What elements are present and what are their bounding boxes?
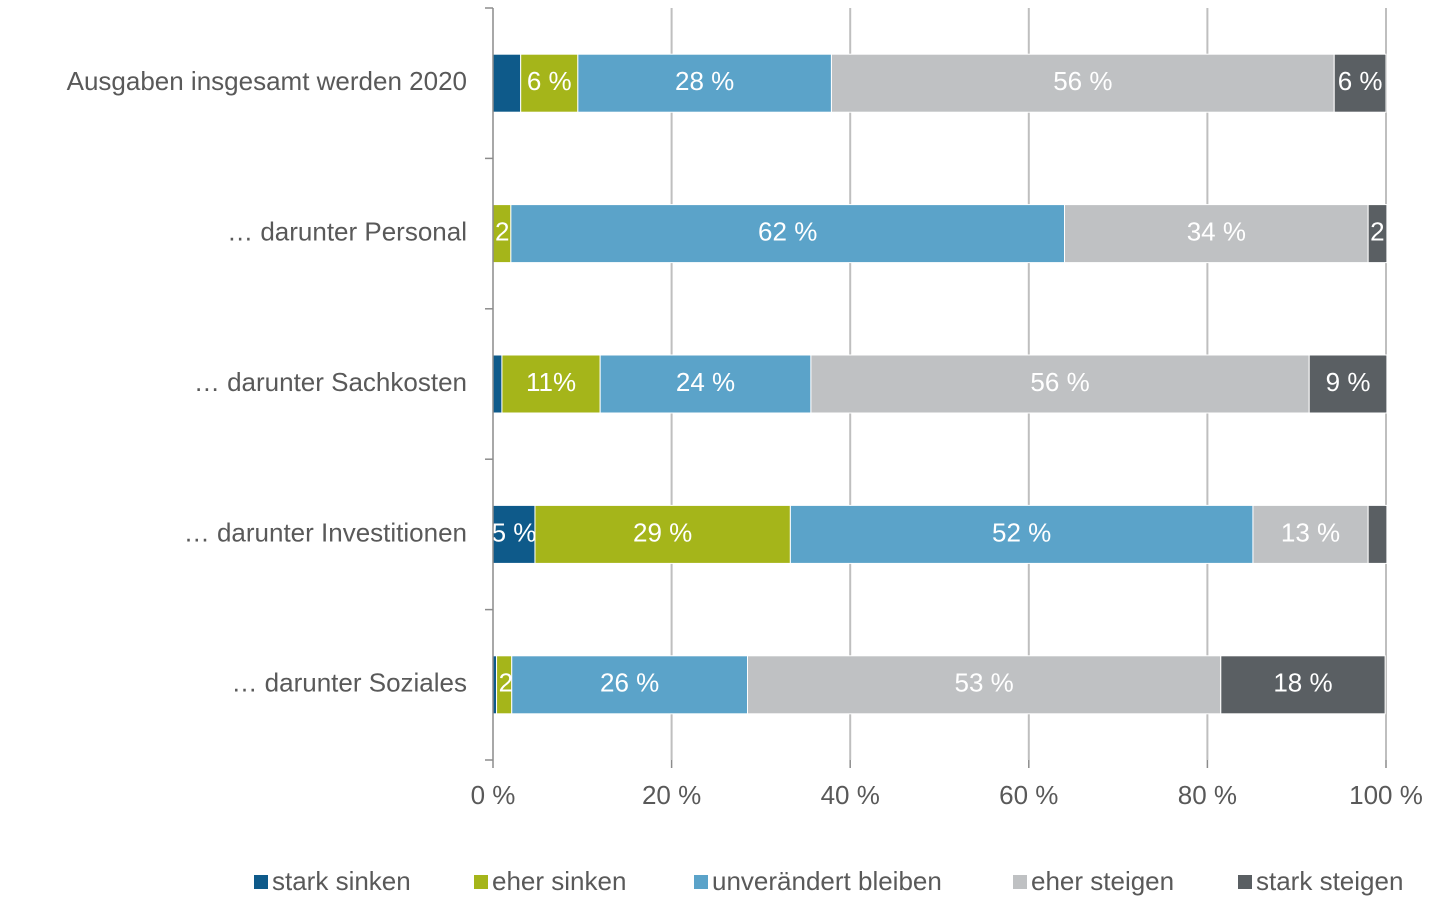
x-tick-label: 100 %	[1349, 780, 1423, 810]
data-label: 53 %	[955, 668, 1014, 698]
category-label: Ausgaben insgesamt werden 2020	[67, 66, 467, 96]
bar-segment	[747, 655, 1222, 715]
data-label: 24 %	[676, 367, 735, 397]
bar-segment	[1252, 504, 1369, 564]
x-tick-label: 40 %	[821, 780, 880, 810]
bar-segment	[789, 504, 1254, 564]
bar-segment	[1367, 504, 1388, 564]
bar-segment	[511, 655, 749, 715]
data-label: 34 %	[1187, 216, 1246, 246]
bar-segment	[1220, 655, 1386, 715]
x-tick-label: 0 %	[471, 780, 516, 810]
data-label: 56 %	[1030, 367, 1089, 397]
category-label: … darunter Personal	[227, 216, 467, 246]
data-label: 5 %	[492, 517, 537, 547]
data-label: 9 %	[1326, 367, 1371, 397]
data-label: 2 %	[1370, 216, 1415, 246]
data-label: 6 %	[1338, 66, 1383, 96]
bar-segment	[1308, 354, 1388, 414]
data-label: 52 %	[992, 517, 1051, 547]
legend-label: unverändert bleiben	[712, 866, 942, 896]
legend-swatch	[254, 875, 268, 889]
legend-label: eher steigen	[1031, 866, 1174, 896]
data-label: 13 %	[1281, 517, 1340, 547]
data-label: 6 %	[527, 66, 572, 96]
legend-label: stark steigen	[1256, 866, 1403, 896]
bar-segment	[510, 204, 1066, 264]
category-label: … darunter Soziales	[231, 668, 467, 698]
data-label: 29 %	[633, 517, 692, 547]
legend-label: eher sinken	[492, 866, 626, 896]
bar-segment	[810, 354, 1310, 414]
bar-segment	[492, 354, 503, 414]
x-tick-label: 60 %	[999, 780, 1058, 810]
legend-label: stark sinken	[272, 866, 411, 896]
data-label: 62 %	[758, 216, 817, 246]
bar-segment	[492, 53, 522, 113]
bar-segment	[1333, 53, 1387, 113]
data-label: 26 %	[600, 668, 659, 698]
bar-segment	[520, 53, 579, 113]
x-tick-label: 80 %	[1178, 780, 1237, 810]
data-label: 11%	[526, 367, 576, 397]
category-label: … darunter Sachkosten	[194, 367, 467, 397]
legend-swatch	[474, 875, 488, 889]
legend-swatch	[1013, 875, 1027, 889]
legend-swatch	[694, 875, 708, 889]
bar-segment	[577, 53, 832, 113]
bar-segment	[501, 354, 601, 414]
legend-swatch	[1238, 875, 1252, 889]
data-label: 56 %	[1053, 66, 1112, 96]
x-tick-label: 20 %	[642, 780, 701, 810]
category-label: … darunter Investitionen	[184, 517, 467, 547]
bar-segment	[1367, 204, 1388, 264]
bar-segment	[1064, 204, 1369, 264]
data-label: 18 %	[1273, 668, 1332, 698]
bar-segment	[599, 354, 812, 414]
bar-segment	[830, 53, 1335, 113]
data-label: 28 %	[675, 66, 734, 96]
bar-segment	[534, 504, 791, 564]
